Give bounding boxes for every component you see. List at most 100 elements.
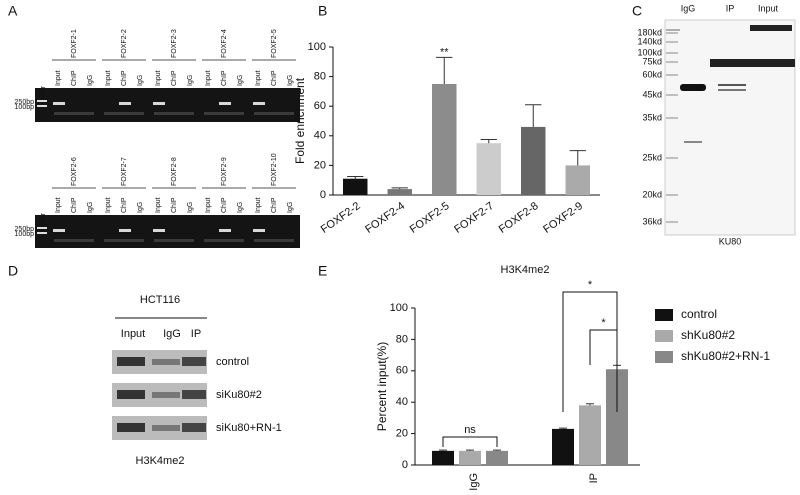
band [37,100,47,102]
band [117,390,145,399]
lane-label: IgG [87,75,94,86]
marker-label: Marker [40,212,47,234]
lane-label: ChIP [221,197,228,213]
lane-label: Input [205,197,212,213]
caption: H3K4me2 [136,455,185,467]
lane-label: Input [105,197,112,213]
group-label: FOXF2-9 [221,157,228,186]
lane-label: IgG [137,202,144,213]
size-label: 250bp [15,99,35,106]
row-label: siKu80#2 [216,389,262,401]
lane-label: IgG [137,75,144,86]
band [182,357,206,366]
bar [579,405,601,465]
y-tick-label: 60 [396,365,408,377]
ladder-label: 140kd [637,36,662,46]
band [710,59,795,67]
x-tick-label: IP [588,473,600,483]
marker-label: Marker [40,85,47,107]
band [54,112,94,115]
legend-swatch [655,351,673,363]
group-label: FOXF2-2 [121,29,128,58]
lane-label: Input [255,197,262,213]
band [254,112,294,115]
ladder-label: 75kd [642,56,662,66]
y-axis-label: Percent input(%) [375,342,389,431]
x-tick-label: FOXF2-8 [497,200,541,236]
legend-label: shKu80#2+RN-1 [681,349,770,363]
header: HCT116 [140,294,180,306]
blot [664,19,796,236]
lane-label: Input [121,328,145,340]
bar [565,165,590,195]
ladder-label: 20kd [642,189,662,199]
lane-label: IgG [187,75,194,86]
y-tick-label: 80 [396,333,408,345]
band [680,84,706,91]
band [182,423,206,432]
y-tick-label: 60 [314,100,326,112]
legend-label: shKu80#2 [681,328,735,342]
annotation: * [588,279,593,291]
band [37,227,47,229]
lane-label: ChIP [71,70,78,86]
band [182,390,206,399]
bar [521,126,546,195]
band [718,89,746,91]
panel-label: A [8,3,18,19]
legend-label: control [681,307,717,321]
y-tick-label: 80 [314,71,326,83]
group-label: FOXF2-1 [71,29,78,58]
annotation: ns [464,424,476,436]
lane-label: ChIP [271,197,278,213]
y-tick-label: 0 [402,459,408,471]
band [253,229,265,232]
band [153,102,165,105]
lane-label: Input [105,70,112,86]
panel-label: D [8,263,18,279]
band [154,239,194,242]
bar [432,450,454,465]
group-label: FOXF2-5 [271,29,278,58]
band [750,25,792,31]
bar [432,84,457,195]
bar [486,450,508,465]
chart-title: H3K4me2 [501,264,550,276]
band [119,229,131,232]
bar [476,143,501,195]
y-tick-label: 20 [314,159,326,171]
y-axis-label: Fold enrichment [293,77,307,164]
lane-label: IgG [163,328,181,340]
band [104,112,144,115]
band [153,229,165,232]
group-label: FOXF2-3 [171,29,178,58]
lane-label: Input [255,70,262,86]
lane-label: Input [155,70,162,86]
row-label: siKu80+RN-1 [216,422,282,434]
band [254,239,294,242]
row-label: control [216,356,249,368]
lane-label: IgG [237,202,244,213]
panel-label: B [318,3,327,19]
bar [459,450,481,465]
size-label: 100bp [15,104,35,111]
lane-label: IgG [681,3,696,13]
lane-label: Input [55,70,62,86]
group-label: FOXF2-4 [221,29,228,58]
x-tick-label: FOXF2-5 [408,200,452,236]
y-tick-label: 40 [314,130,326,142]
lane-label: IP [191,328,201,340]
y-tick-label: 0 [320,189,326,201]
bar [552,428,574,465]
lane-label: IgG [187,202,194,213]
lane-label: ChIP [221,70,228,86]
band [117,423,145,432]
ladder-label: 180kd [637,27,662,37]
band [152,392,180,398]
band [219,102,231,105]
bracket [589,329,618,365]
lane-label: IP [726,3,735,13]
lane-label: IgG [87,202,94,213]
ladder-label: 60kd [642,69,662,79]
